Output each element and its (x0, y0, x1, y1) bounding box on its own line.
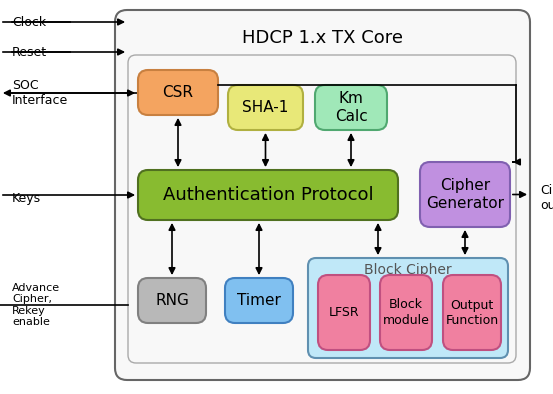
Text: CSR: CSR (163, 85, 194, 100)
FancyBboxPatch shape (443, 275, 501, 350)
Text: Output
Function: Output Function (445, 299, 499, 327)
FancyBboxPatch shape (115, 10, 530, 380)
Text: Clock: Clock (12, 15, 46, 28)
Text: SHA-1: SHA-1 (242, 100, 289, 115)
FancyBboxPatch shape (228, 85, 303, 130)
FancyBboxPatch shape (138, 70, 218, 115)
Text: Km
Calc: Km Calc (335, 91, 367, 124)
FancyBboxPatch shape (380, 275, 432, 350)
FancyBboxPatch shape (318, 275, 370, 350)
Text: LFSR: LFSR (328, 306, 359, 319)
FancyBboxPatch shape (138, 278, 206, 323)
FancyBboxPatch shape (315, 85, 387, 130)
FancyBboxPatch shape (308, 258, 508, 358)
Text: Keys: Keys (12, 191, 41, 204)
FancyBboxPatch shape (420, 162, 510, 227)
Text: Reset: Reset (12, 45, 47, 58)
Text: Block
module: Block module (383, 299, 430, 327)
Text: SOC
Interface: SOC Interface (12, 79, 68, 107)
Text: Cipher
output: Cipher output (540, 184, 553, 212)
Text: HDCP 1.x TX Core: HDCP 1.x TX Core (242, 29, 403, 47)
Text: Cipher
Generator: Cipher Generator (426, 178, 504, 211)
FancyBboxPatch shape (138, 170, 398, 220)
Text: Advance
Cipher,
Rekey
enable: Advance Cipher, Rekey enable (12, 282, 60, 327)
Text: Timer: Timer (237, 293, 281, 308)
Text: RNG: RNG (155, 293, 189, 308)
Text: Block Cipher: Block Cipher (364, 263, 452, 277)
FancyBboxPatch shape (225, 278, 293, 323)
Text: Authentication Protocol: Authentication Protocol (163, 186, 373, 204)
